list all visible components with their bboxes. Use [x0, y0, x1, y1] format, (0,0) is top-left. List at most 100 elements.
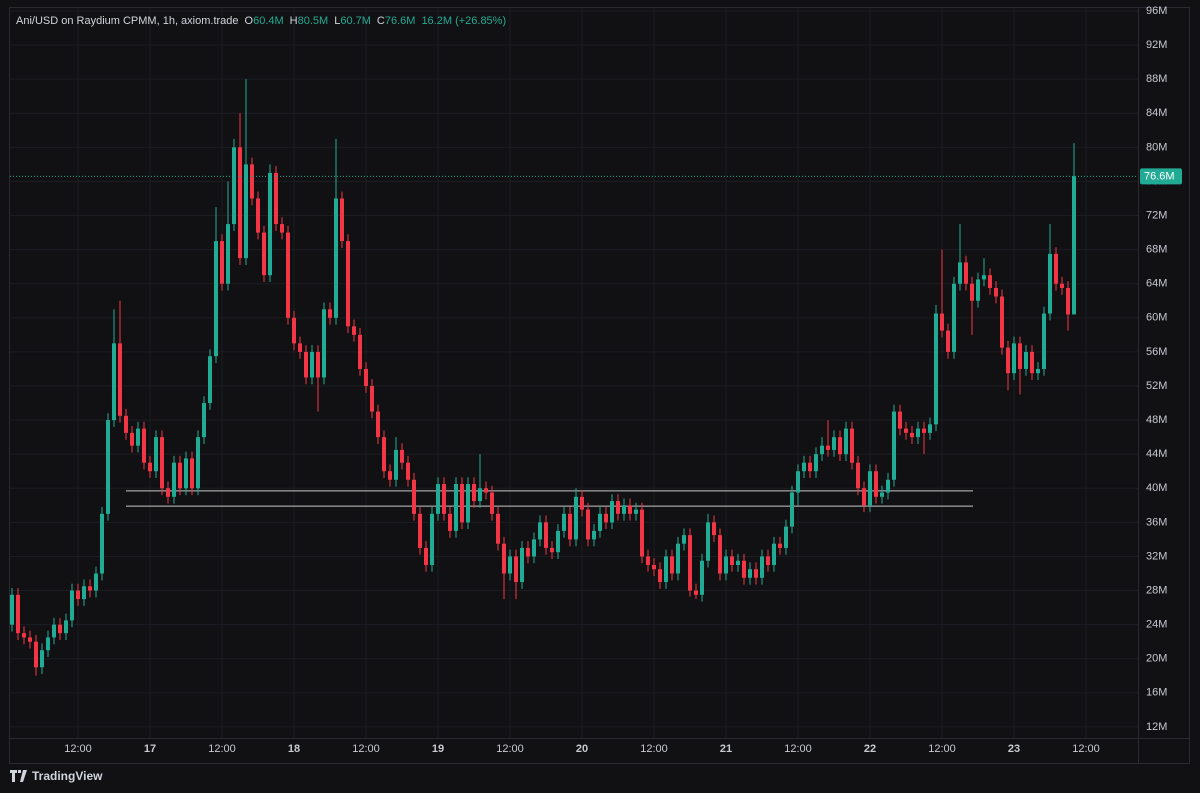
x-tick-label: 12:00	[1072, 743, 1100, 755]
candle-body	[634, 509, 638, 514]
candle-body	[958, 262, 962, 284]
y-tick-label: 44M	[1146, 448, 1167, 460]
candle-body	[172, 462, 176, 497]
candle-body	[394, 449, 398, 480]
candle-body	[70, 590, 74, 621]
y-tick-label: 84M	[1146, 107, 1167, 119]
candle-body	[994, 287, 998, 297]
candle-body	[490, 492, 494, 514]
candle-body	[400, 449, 404, 463]
candle-body	[664, 556, 668, 583]
candle-body	[604, 513, 608, 523]
candle-body	[886, 479, 890, 493]
y-tick-label: 72M	[1146, 209, 1167, 221]
y-tick-label: 40M	[1146, 482, 1167, 494]
y-tick-label: 92M	[1146, 39, 1167, 51]
candle-body	[904, 428, 908, 433]
candle-body	[406, 462, 410, 480]
candle-body	[826, 445, 830, 450]
candle-body	[652, 564, 656, 570]
candle-body	[130, 432, 134, 446]
candle-body	[124, 415, 128, 433]
candle-body	[22, 633, 26, 638]
ohlc-key: H	[289, 15, 298, 27]
x-tick-label: 12:00	[208, 743, 236, 755]
candle-body	[316, 351, 320, 378]
candle-body	[538, 522, 542, 540]
candle-body	[34, 641, 38, 668]
candle-body	[580, 496, 584, 510]
candle-body	[622, 505, 626, 514]
candle-body	[916, 428, 920, 438]
candle-body	[502, 543, 506, 574]
candle-body	[178, 462, 182, 489]
candle-body	[814, 454, 818, 472]
candle-body	[100, 513, 104, 574]
x-tick-label: 12:00	[784, 743, 812, 755]
candle-body	[832, 437, 836, 450]
candle-body	[952, 283, 956, 352]
x-tick-label: 12:00	[352, 743, 380, 755]
candle-body	[238, 147, 242, 259]
candle-body	[562, 513, 566, 531]
candle-body	[286, 232, 290, 318]
candle-body	[1006, 347, 1010, 374]
y-tick-label: 80M	[1146, 141, 1167, 153]
brand: TradingView	[10, 769, 102, 783]
candle-body	[280, 224, 284, 233]
candle-body	[358, 334, 362, 369]
candle-body	[700, 560, 704, 595]
y-tick-label: 88M	[1146, 73, 1167, 85]
candle-body	[610, 501, 614, 523]
symbol-title: Ani/USD on Raydium CPMM, 1h, axiom.trade	[16, 15, 239, 27]
candle-body	[712, 522, 716, 536]
candle-body	[838, 437, 842, 455]
candle-body	[184, 458, 188, 489]
change: 16.2M (+26.85%)	[421, 15, 507, 27]
candle-body	[976, 279, 980, 301]
candle-body	[988, 275, 992, 288]
candle-body	[190, 458, 194, 489]
candle-body	[76, 590, 80, 600]
candle-body	[718, 535, 722, 574]
candle-body	[118, 343, 122, 416]
candle-body	[598, 513, 602, 531]
candle-body	[442, 484, 446, 514]
candle-body	[436, 484, 440, 514]
candle-body	[808, 462, 812, 472]
candle-body	[1036, 368, 1040, 374]
candle-body	[52, 624, 56, 638]
candle-body	[382, 437, 386, 472]
candle-body	[370, 385, 374, 412]
candle-body	[328, 309, 332, 318]
ohlc-value: 60.7M	[340, 15, 371, 27]
y-tick-label: 24M	[1146, 619, 1167, 631]
candle-body	[784, 526, 788, 548]
candle-body	[310, 351, 314, 378]
candle-body	[214, 241, 218, 357]
candle-body	[1000, 296, 1004, 348]
candle-body	[256, 198, 260, 233]
candle-body	[142, 428, 146, 463]
y-tick-label: 16M	[1146, 687, 1167, 699]
x-tick-label: 21	[720, 743, 732, 755]
candle-body	[574, 496, 578, 540]
candle-body	[268, 172, 272, 276]
candle-body	[616, 501, 620, 514]
candle-body	[226, 224, 230, 284]
candle-body	[232, 147, 236, 225]
candle-body	[526, 547, 530, 557]
candle-body	[970, 283, 974, 301]
candle-body	[928, 424, 932, 433]
y-tick-label: 64M	[1146, 278, 1167, 290]
candle-body	[742, 560, 746, 578]
y-tick-label: 12M	[1146, 721, 1167, 733]
candle-body	[544, 522, 548, 548]
candle-body	[940, 313, 944, 331]
candle-body	[460, 484, 464, 523]
candle-body	[412, 479, 416, 514]
candle-body	[796, 471, 800, 493]
